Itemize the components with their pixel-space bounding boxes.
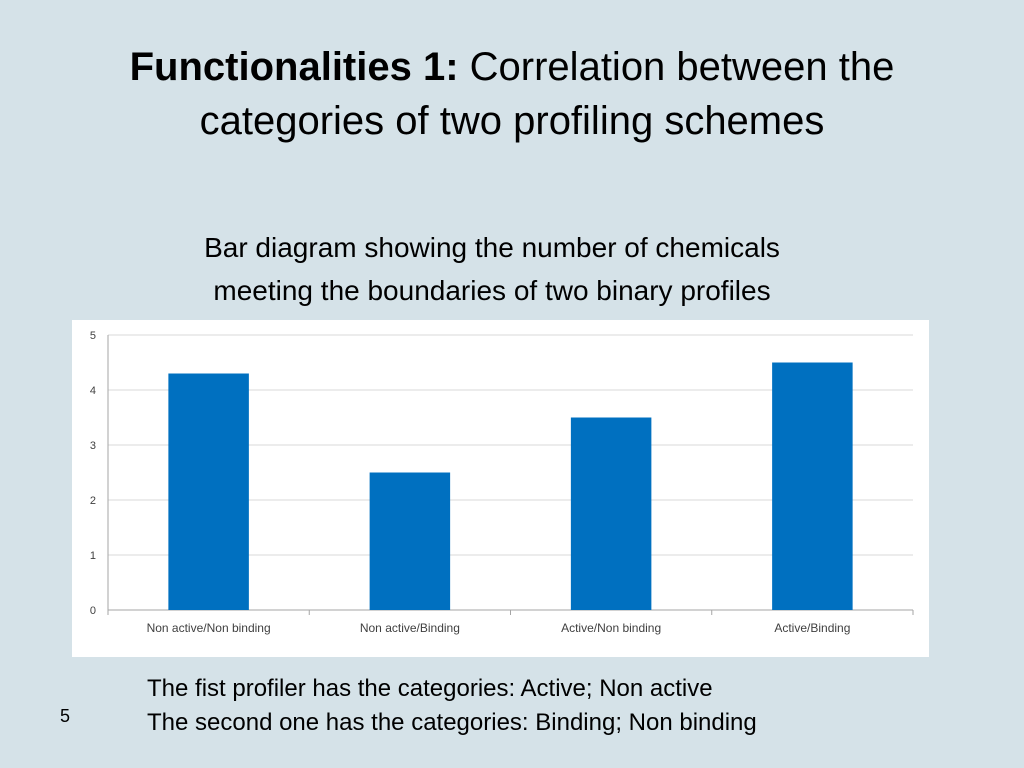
bar — [772, 362, 853, 610]
y-tick-label: 4 — [90, 385, 96, 397]
x-category-label: Non active/Binding — [360, 621, 460, 635]
bar — [168, 373, 249, 610]
x-category-label: Active/Non binding — [561, 621, 661, 635]
title-bold-part: Functionalities 1: — [129, 45, 459, 89]
slide-number: 5 — [60, 706, 71, 726]
bar-chart: 0 1 2 3 4 5 Non active/Non binding Non active/B… — [72, 320, 929, 657]
x-category-label: Active/Binding — [774, 621, 850, 635]
y-tick-label: 1 — [90, 550, 96, 562]
chart-caption-line-2: meeting the boundaries of two binary pro… — [213, 275, 771, 306]
profiler-notes: The fist profiler has the categories: Ac… — [147, 672, 967, 740]
bar — [369, 472, 451, 610]
y-tick-label: 2 — [90, 495, 96, 507]
slide-title: Functionalities 1: Correlation between t… — [40, 40, 984, 148]
note-line-2: The second one has the categories: Bindi… — [147, 709, 757, 736]
note-line-1: The fist profiler has the categories: Ac… — [147, 675, 713, 702]
y-tick-label: 3 — [90, 440, 96, 452]
chart-caption-line-1: Bar diagram showing the number of chemic… — [204, 232, 780, 263]
bar-chart-svg: 0 1 2 3 4 5 Non active/Non binding Non active/B… — [90, 330, 914, 635]
title-rest-part: Correlation between the categories of tw… — [199, 45, 895, 143]
bar — [570, 417, 652, 610]
y-tick-label: 0 — [90, 605, 96, 617]
x-category-label: Non active/Non binding — [147, 621, 271, 635]
chart-caption: Bar diagram showing the number of chemic… — [100, 226, 884, 312]
y-tick-label: 5 — [90, 330, 96, 342]
